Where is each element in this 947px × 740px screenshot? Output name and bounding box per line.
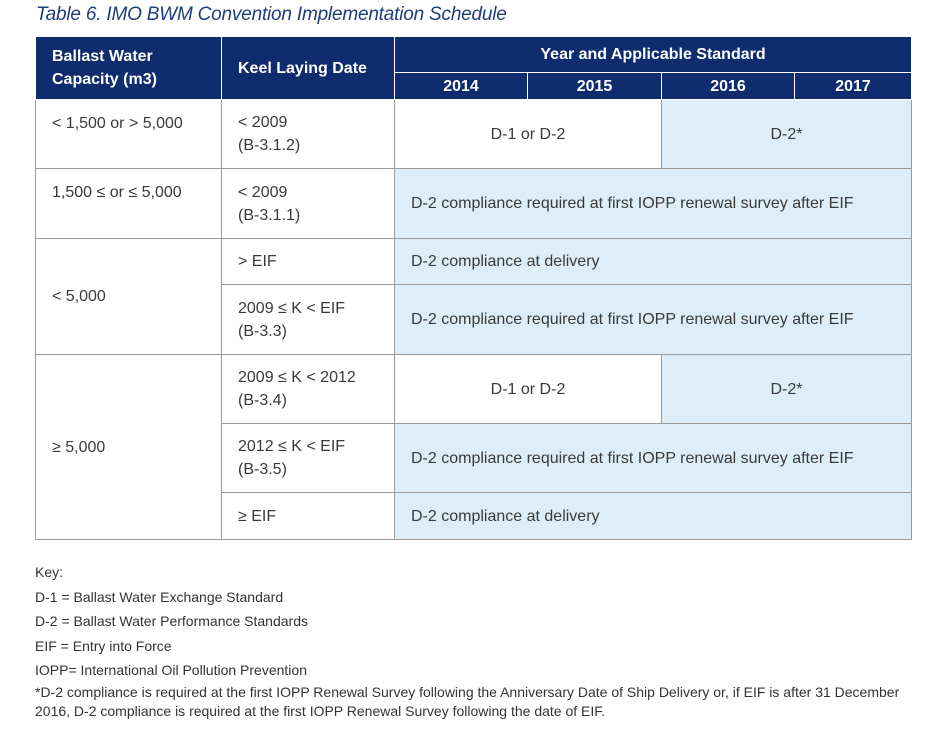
- header-keel-laying-date: Keel Laying Date: [221, 36, 395, 100]
- keel-date: 2012 ≤ K < EIF: [238, 438, 346, 455]
- key-eif: EIF = Entry into Force: [35, 637, 172, 654]
- keel-ref: (B-3.4): [238, 392, 287, 409]
- cell-standard: D-2 compliance required at first IOPP re…: [394, 423, 912, 493]
- key-iopp: IOPP= International Oil Pollution Preven…: [35, 662, 307, 678]
- keel-date: < 2009: [238, 183, 288, 201]
- cell-keel: 2009 ≤ K < 2012 (B-3.4): [221, 354, 395, 424]
- keel-ref: (B-3.1.2): [238, 137, 301, 154]
- cell-standard: D-1 or D-2: [394, 354, 662, 424]
- cell-capacity: ≥ 5,000: [35, 354, 222, 540]
- key-legend: Key: D-1 = Ballast Water Exchange Standa…: [35, 560, 308, 683]
- implementation-schedule-table: Ballast Water Capacity (m3) Keel Laying …: [35, 36, 912, 540]
- cell-keel: 2012 ≤ K < EIF (B-3.5): [221, 423, 395, 493]
- table-row: ≥ EIF D-2 compliance at delivery: [36, 492, 912, 540]
- table-row: < 1,500 or > 5,000 < 2009 (B-3.1.2) D-1 …: [35, 99, 912, 169]
- cell-standard-d2: D-2*: [661, 99, 912, 169]
- table-caption: Table 6. IMO BWM Convention Implementati…: [36, 4, 507, 25]
- cell-standard: D-2 compliance required at first IOPP re…: [394, 168, 912, 239]
- cell-keel: 2009 ≤ K < EIF (B-3.3): [221, 284, 395, 355]
- header-capacity: Ballast Water Capacity (m3): [35, 36, 222, 100]
- header-year-2017: 2017: [794, 72, 912, 100]
- keel-ref: (B-3.5): [238, 461, 287, 478]
- key-title: Key:: [35, 564, 64, 580]
- cell-capacity: < 5,000: [35, 238, 222, 355]
- keel-date: 2009 ≤ K < 2012: [238, 369, 356, 386]
- cell-keel: < 2009 (B-3.1.2): [221, 99, 395, 169]
- header-year-2015: 2015: [527, 72, 662, 100]
- keel-date: 2009 ≤ K < EIF: [238, 299, 346, 317]
- cell-standard: D-1 or D-2: [394, 99, 662, 169]
- cell-keel: > EIF: [221, 238, 395, 285]
- header-year-standard: Year and Applicable Standard: [394, 36, 912, 73]
- keel-ref: (B-3.3): [238, 322, 287, 340]
- keel-ref: (B-3.1.1): [238, 206, 301, 224]
- key-d2: D-2 = Ballast Water Performance Standard…: [35, 613, 308, 629]
- cell-keel: ≥ EIF: [221, 492, 395, 540]
- cell-keel: < 2009 (B-3.1.1): [221, 168, 395, 239]
- header-year-2014: 2014: [394, 72, 528, 100]
- table-row: 2009 ≤ K < EIF (B-3.3) D-2 compliance re…: [36, 284, 912, 355]
- header-year-2016: 2016: [661, 72, 795, 100]
- cell-standard: D-2 compliance required at first IOPP re…: [394, 284, 912, 355]
- key-d1: D-1 = Ballast Water Exchange Standard: [35, 588, 284, 605]
- table-row: ≥ 5,000 2009 ≤ K < 2012 (B-3.4) D-1 or D…: [35, 354, 912, 540]
- keel-date: < 2009: [238, 114, 288, 131]
- table-row: 2012 ≤ K < EIF (B-3.5) D-2 compliance re…: [36, 423, 912, 493]
- cell-standard: D-2 compliance at delivery: [394, 492, 912, 540]
- cell-capacity: < 1,500 or > 5,000: [35, 99, 222, 169]
- footnote: *D-2 compliance is required at the first…: [35, 684, 900, 719]
- table-row: 1,500 ≤ or ≤ 5,000 < 2009 (B-3.1.1) D-2 …: [35, 168, 912, 239]
- cell-standard-d2: D-2*: [661, 354, 912, 424]
- cell-capacity: 1,500 ≤ or ≤ 5,000: [35, 168, 222, 239]
- table-row: < 5,000 > EIF D-2 compliance at delivery: [35, 238, 912, 355]
- cell-standard: D-2 compliance at delivery: [394, 238, 912, 285]
